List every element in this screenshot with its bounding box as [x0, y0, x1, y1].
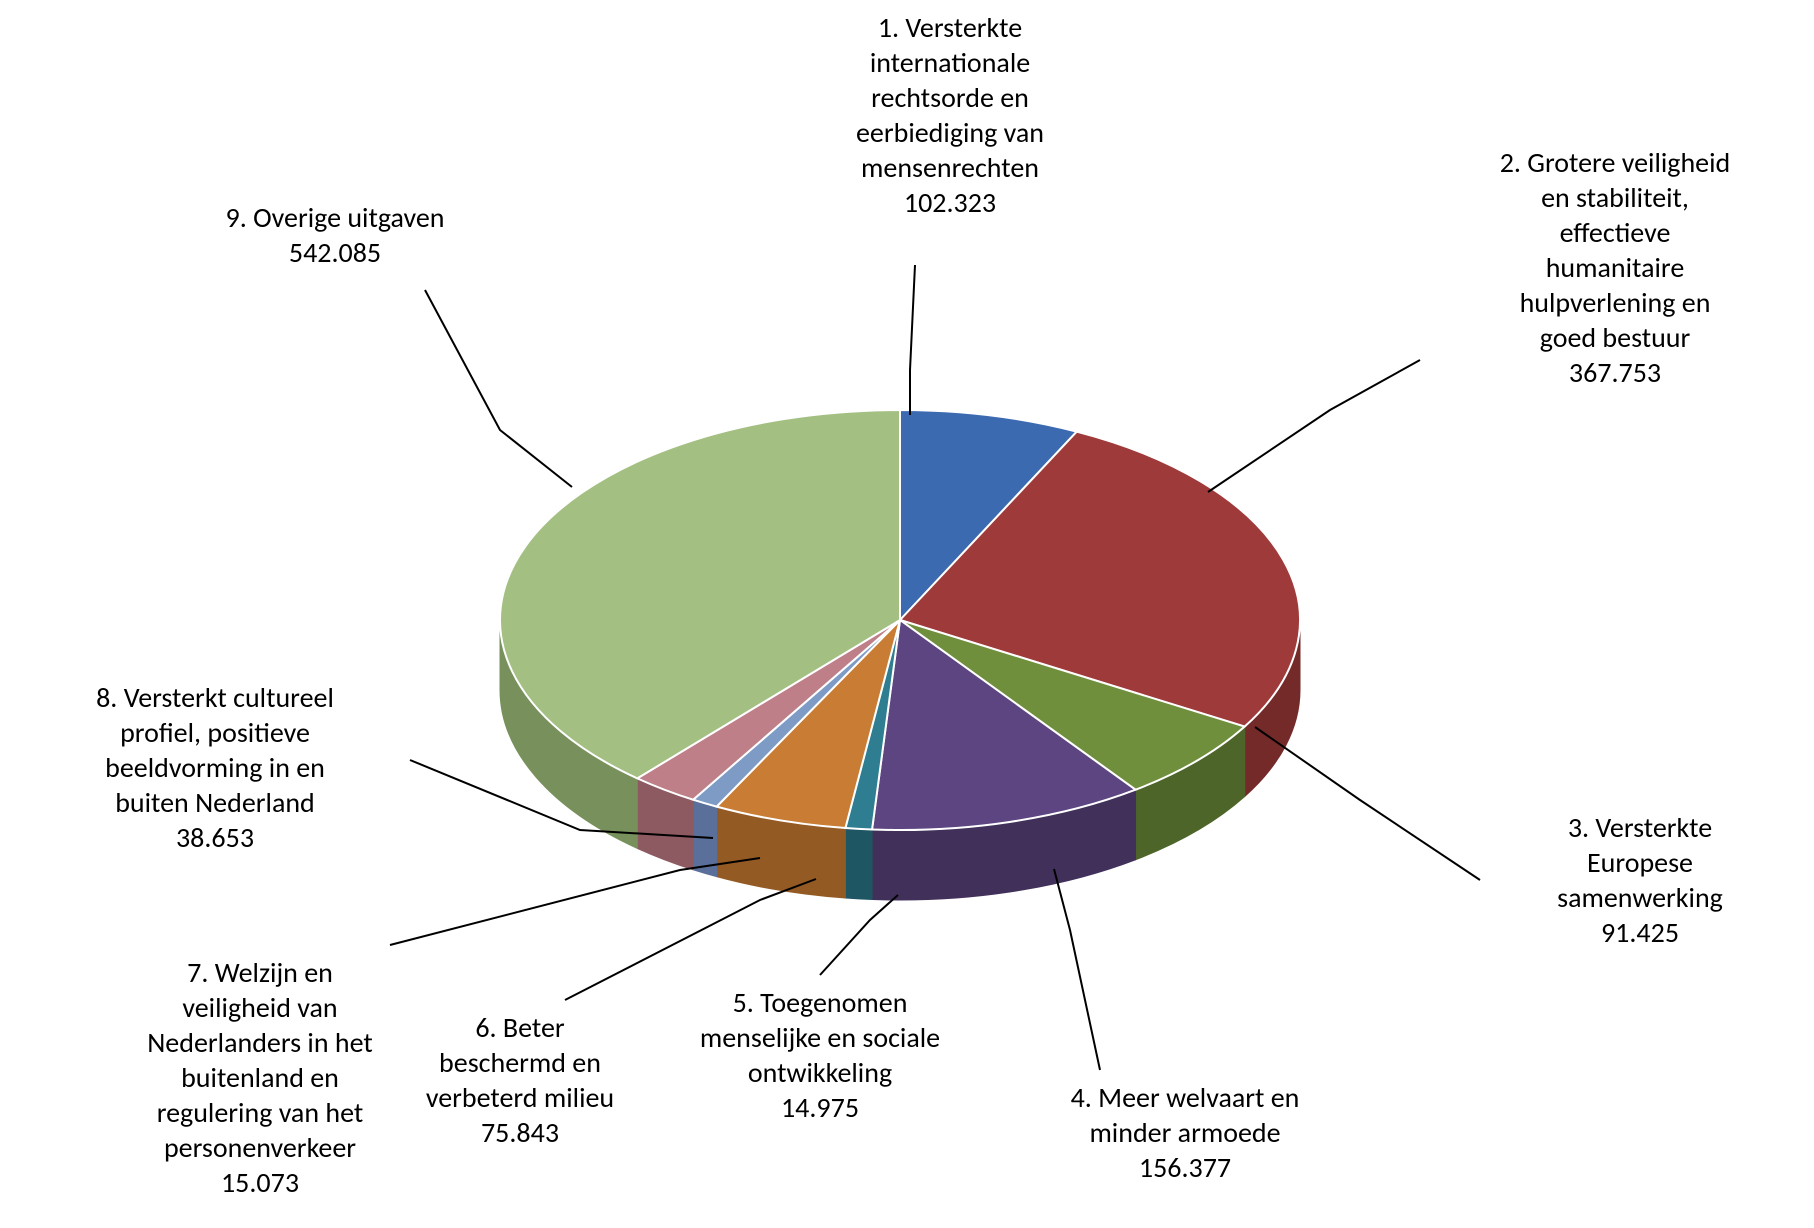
slice-label-value-6: 75.843: [481, 1115, 559, 1150]
slice-label-value-2: 367.753: [1569, 355, 1661, 390]
slice-label-9: 9. Overige uitgaven542.085: [160, 200, 510, 270]
slice-label-value-4: 156.377: [1139, 1150, 1231, 1185]
pie-chart-container: 1. Versterkte internationale rechtsorde …: [0, 0, 1814, 1228]
slice-label-value-1: 102.323: [904, 185, 996, 220]
slice-label-text-7: 7. Welzijn en veiligheid van Nederlander…: [147, 955, 373, 1165]
slice-label-text-5: 5. Toegenomen menselijke en sociale ontw…: [700, 985, 940, 1090]
leader-line-6: [565, 879, 816, 1000]
slice-label-value-5: 14.975: [781, 1090, 859, 1125]
slice-label-1: 1. Versterkte internationale rechtsorde …: [780, 10, 1120, 220]
leader-line-1: [910, 265, 915, 415]
slice-label-text-3: 3. Versterkte Europese samenwerking: [1557, 810, 1723, 915]
leader-line-2: [1208, 360, 1420, 492]
slice-label-7: 7. Welzijn en veiligheid van Nederlander…: [80, 955, 440, 1200]
slice-label-3: 3. Versterkte Europese samenwerking91.42…: [1490, 810, 1790, 950]
slice-label-text-8: 8. Versterkt cultureel profiel, positiev…: [96, 680, 334, 820]
leader-line-9: [425, 290, 572, 487]
slice-label-text-4: 4. Meer welvaart en minder armoede: [1071, 1080, 1300, 1150]
slice-label-5: 5. Toegenomen menselijke en sociale ontw…: [620, 985, 1020, 1125]
slice-label-text-9: 9. Overige uitgaven: [226, 200, 445, 235]
pie-side-5: [845, 828, 872, 899]
slice-label-value-9: 542.085: [289, 235, 381, 270]
slice-label-value-3: 91.425: [1601, 915, 1679, 950]
leader-line-3: [1255, 727, 1480, 880]
slice-label-value-8: 38.653: [176, 820, 254, 855]
slice-label-text-2: 2. Grotere veiligheid en stabiliteit, ef…: [1500, 145, 1731, 355]
slice-label-2: 2. Grotere veiligheid en stabiliteit, ef…: [1430, 145, 1800, 390]
leader-line-5: [820, 895, 898, 975]
slice-label-text-1: 1. Versterkte internationale rechtsorde …: [856, 10, 1044, 185]
slice-label-value-7: 15.073: [221, 1165, 299, 1200]
leader-line-4: [1054, 869, 1100, 1070]
slice-label-text-6: 6. Beter beschermd en verbeterd milieu: [426, 1010, 614, 1115]
slice-label-8: 8. Versterkt cultureel profiel, positiev…: [25, 680, 405, 855]
slice-label-4: 4. Meer welvaart en minder armoede156.37…: [1000, 1080, 1370, 1185]
